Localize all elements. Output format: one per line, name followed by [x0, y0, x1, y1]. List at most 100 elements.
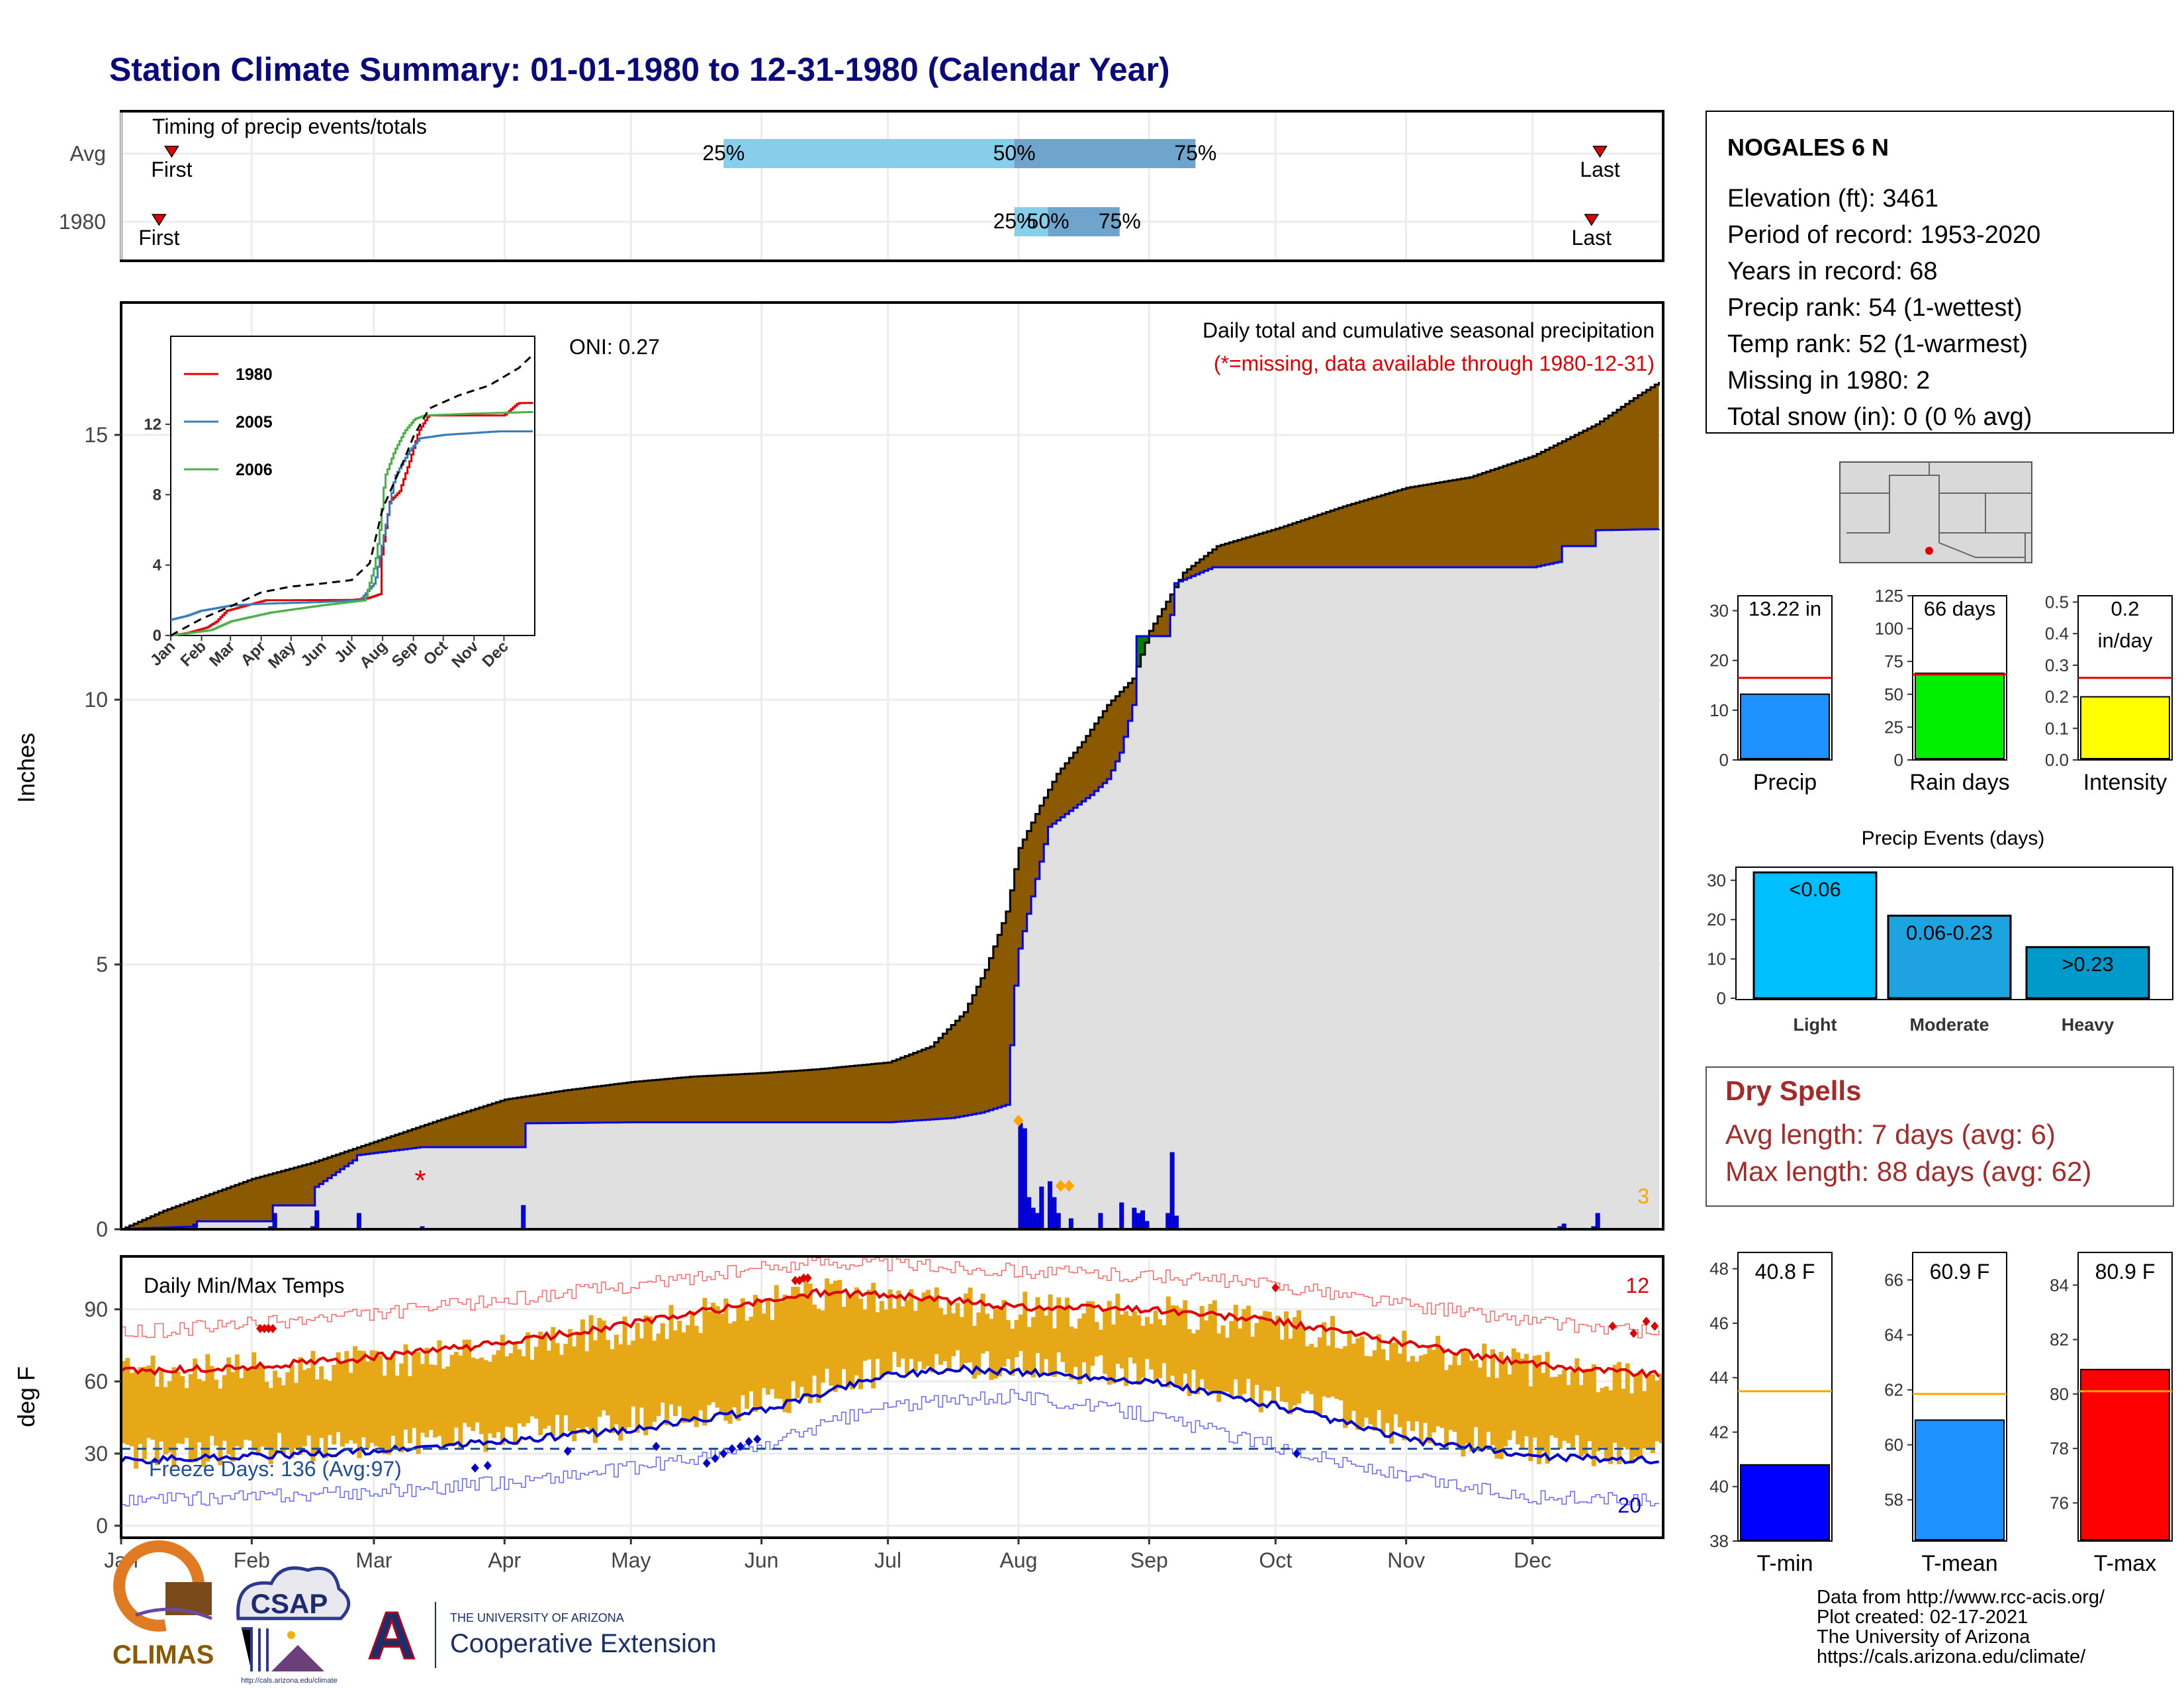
station-period: Period of record: 1953-2020: [1727, 221, 2040, 249]
minichart-value-label2: in/day: [2098, 629, 2153, 652]
station-missing: Missing in 1980: 2: [1727, 367, 1930, 395]
oni-label: ONI: 0.27: [569, 335, 660, 359]
precip-areas: [121, 382, 1661, 1231]
station-years: Years in record: 68: [1727, 258, 1938, 285]
events-bar-Moderate: [1887, 914, 2012, 1000]
tempbar-bar-T-mean: [1915, 1419, 2005, 1540]
daily-precip-bar: [1056, 1213, 1061, 1230]
inset-ytick-label-12: 12: [144, 416, 161, 434]
csap-cloud-icon: [236, 1566, 351, 1620]
precip-ytick-label-10: 10: [84, 688, 108, 712]
tempbar-ytick-label: 84: [2050, 1275, 2069, 1295]
station-info-frame: [1706, 111, 2174, 434]
minichart-ytick-label: 0.4: [2045, 624, 2069, 643]
month-label-Dec: Dec: [1514, 1548, 1551, 1572]
timing-bar-50-75-Avg: [1014, 139, 1196, 168]
daily-precip-bar: [1165, 1213, 1171, 1230]
tempbar-name-T-max: T-max: [2094, 1551, 2156, 1576]
csap-mountain-icon: [271, 1645, 324, 1671]
minichart-bar-Rain days: [1915, 673, 2005, 760]
location-map: [1839, 461, 2032, 563]
dry-spells-title: Dry Spells: [1725, 1075, 1861, 1106]
timing-first-marker-1980: [151, 214, 167, 226]
timing-last-label-1980: Last: [1572, 226, 1612, 250]
record-high-marker: [256, 1323, 265, 1333]
precip-ytick-label-5: 5: [96, 953, 108, 976]
station-location-dot: [1925, 547, 1933, 555]
record-low-marker: [753, 1434, 762, 1444]
minichart-value-label: 13.22 in: [1749, 597, 1821, 620]
tempbar-name-T-mean: T-mean: [1921, 1551, 1997, 1576]
daily-precip-bar: [1026, 1197, 1032, 1230]
tempbar-bar-T-min: [1740, 1464, 1830, 1540]
timing-last-marker-Avg: [1592, 146, 1608, 158]
temp-content: [120, 1256, 1664, 1507]
timing-row-avg-label: Avg: [69, 142, 106, 165]
events-bar-Heavy: [2025, 946, 2150, 1000]
credit-university: The University of Arizona: [1817, 1626, 2030, 1648]
minichart-bar-Intensity: [2080, 696, 2170, 759]
timing-p50-label-Avg: 50%: [993, 141, 1036, 165]
minichart-name-Precip: Precip: [1753, 770, 1817, 795]
record-low-marker: [563, 1446, 572, 1456]
daily-precip-bar: [1022, 1128, 1027, 1230]
dry-spells-frame: [1706, 1066, 2174, 1207]
timing-grid: [120, 113, 1662, 259]
missing-day-marker: *: [414, 1164, 426, 1197]
tempbar-value-label: 80.9 F: [2095, 1260, 2156, 1284]
minichart-ytick-label: 25: [1884, 717, 1903, 737]
daily-precip-bar: [272, 1213, 277, 1230]
minichart-ytick-label: 0.5: [2045, 592, 2069, 612]
record-high-marker: [791, 1276, 799, 1286]
events-ytick-label-10: 10: [1707, 949, 1726, 969]
tempbar-ytick-label: 40: [1709, 1477, 1729, 1497]
record-high-marker: [1651, 1321, 1659, 1331]
temp-panel-frame: [120, 1255, 1664, 1539]
tempbar-ytick-label: 38: [1709, 1531, 1729, 1551]
minichart-ytick-label: 0.3: [2045, 655, 2069, 675]
temp-minicharts: 38 40 42 44 46 48 40.8 F T-min 58 60 62 64 66 60.9 F T…: [1709, 1252, 2173, 1576]
record-low-marker: [471, 1463, 479, 1473]
month-label-Jul: Jul: [874, 1548, 901, 1572]
timing-first-label-1980: First: [138, 226, 179, 250]
heavy-event-marker: [1055, 1180, 1066, 1192]
avg-tmax-line: [120, 1288, 1661, 1379]
record-low-marker: [711, 1454, 719, 1464]
record-low-line: [121, 1389, 1660, 1507]
dry-spells-avg: Avg length: 7 days (avg: 6): [1725, 1119, 2056, 1150]
temp-ytick-label-60: 60: [84, 1370, 108, 1393]
month-label-Mar: Mar: [355, 1548, 392, 1572]
daily-precip-bar: [1119, 1202, 1124, 1230]
temp-y-ticks: 0 30 60 90: [84, 1297, 121, 1538]
precip-corner-count: 3: [1637, 1184, 1649, 1208]
map-state-borders: [1840, 462, 2032, 563]
events-bar-label: 0.06-0.23: [1906, 921, 1993, 944]
minichart-ytick-label: 0.0: [2045, 750, 2069, 770]
month-label-Jun: Jun: [745, 1548, 779, 1572]
timing-p25-label-Avg: 25%: [702, 141, 745, 165]
tempbar-ytick-label: 60: [1884, 1435, 1903, 1455]
daily-precip-bar: [1030, 1207, 1036, 1230]
timing-last-marker-1980: [1584, 214, 1600, 226]
credit-plot-created: Plot created: 02-17-2021: [1817, 1607, 2028, 1628]
observed-cumulative-area: [121, 529, 1659, 1229]
inset-legend-1980: 1980: [236, 365, 273, 384]
precip-ytick-label-0: 0: [96, 1217, 108, 1241]
events-title: Precip Events (days): [1862, 827, 2045, 849]
minichart-bar-Precip: [1740, 693, 1830, 759]
timing-label: Timing of precip events/totals: [152, 115, 427, 138]
precip-ytick-label-15: 15: [84, 423, 108, 447]
events-content: 0 10 20 30 <0.06 Light 0.06-0.23 Moderate >0.23 H…: [1707, 870, 2150, 1035]
minichart-value-label: 66 days: [1924, 597, 1996, 620]
month-label-Oct: Oct: [1259, 1548, 1292, 1572]
ua-big-text: Cooperative Extension: [450, 1629, 716, 1658]
minichart-ytick-label: 10: [1709, 700, 1729, 720]
month-label-Feb: Feb: [234, 1548, 270, 1572]
daily-precip-bar: [521, 1205, 526, 1230]
record-high-count: 12: [1625, 1274, 1649, 1297]
tempbar-ytick-label: 80: [2050, 1384, 2069, 1404]
record-low-marker: [702, 1458, 711, 1468]
events-category-Light: Light: [1794, 1015, 1837, 1035]
